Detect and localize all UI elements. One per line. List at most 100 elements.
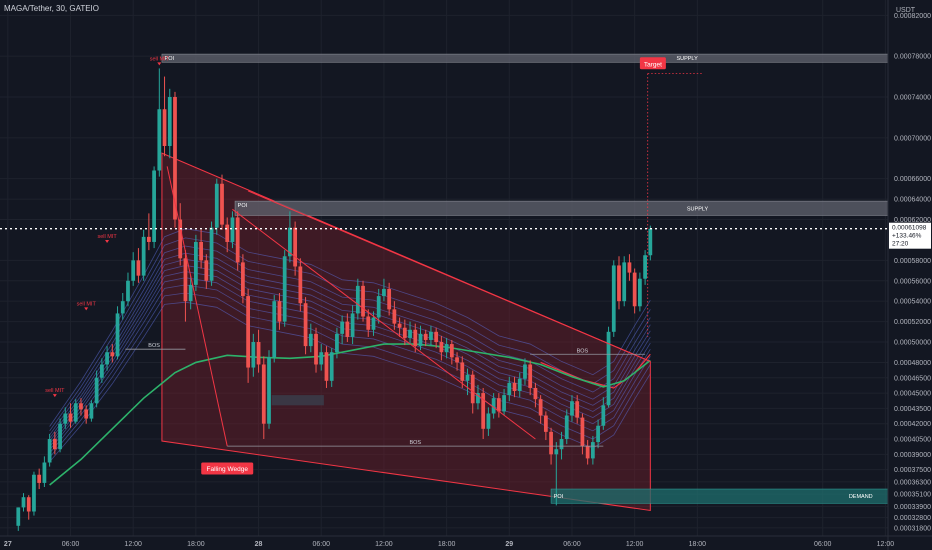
y-tick-label: 0.00082000: [894, 13, 931, 20]
candle-body: [564, 415, 569, 440]
candle-body: [638, 278, 642, 307]
candle-body: [502, 395, 506, 412]
candle-body: [230, 217, 235, 242]
y-tick-label: 0.00074000: [894, 94, 931, 101]
candle-body: [455, 357, 459, 363]
price-axis-bg: [888, 0, 932, 550]
candle-body: [303, 303, 308, 347]
x-tick-label: 06:00: [62, 541, 80, 548]
candle-body: [335, 333, 339, 353]
candle-body: [585, 446, 590, 459]
candle-body: [178, 219, 183, 259]
y-tick-label: 0.00036300: [894, 479, 931, 486]
candle-body: [162, 109, 167, 146]
candle-body: [110, 352, 115, 357]
candle-body: [392, 309, 397, 324]
candle-body: [601, 405, 606, 426]
candle-body: [361, 285, 365, 317]
poi-mid-label: POI: [238, 203, 248, 209]
candle-body: [580, 417, 585, 447]
candle-body: [105, 352, 109, 365]
candle-body: [21, 497, 26, 508]
candle-body: [225, 224, 230, 242]
sell-signal-arrow: [105, 240, 110, 244]
candle-body: [460, 362, 465, 381]
candle-body: [246, 296, 250, 368]
candle-body: [423, 333, 428, 340]
candle-body: [517, 378, 522, 392]
x-tick-label: 29: [505, 541, 513, 548]
ema-ribbon-line: [49, 292, 651, 458]
candle-body: [543, 415, 548, 432]
x-tick-label: 27: [4, 541, 12, 548]
sell-signal-arrow: [157, 62, 162, 66]
pattern-label: Falling Wedge: [207, 466, 249, 473]
candle-body: [429, 331, 433, 340]
x-tick-label: 06:00: [312, 541, 330, 548]
candle-body: [643, 255, 647, 279]
candle-body: [387, 288, 392, 310]
candle-body: [235, 217, 240, 263]
candle-body: [115, 313, 120, 357]
y-tick-label: 0.00037500: [894, 467, 931, 474]
candle-body: [199, 241, 203, 261]
candle-body: [120, 301, 125, 314]
candle-body: [251, 342, 256, 368]
supply-label-top: SUPPLY: [676, 56, 698, 62]
candle-body: [136, 260, 141, 276]
candle-body: [141, 236, 146, 276]
last-price-box: [889, 222, 931, 249]
x-tick-label: 12:00: [877, 541, 895, 548]
candle-body: [449, 344, 454, 358]
candle-body: [491, 398, 496, 414]
sell-signal-label: sell MIT: [150, 56, 170, 62]
candle-body: [324, 352, 329, 381]
candle-body: [528, 364, 533, 388]
supply-label-mid: SUPPLY: [687, 206, 709, 212]
x-tick-label: 12:00: [375, 541, 393, 548]
candle-body: [42, 462, 47, 483]
y-tick-label: 0.00045000: [894, 391, 931, 398]
candle-body: [632, 272, 637, 307]
candle-body: [465, 374, 470, 381]
candle-body: [590, 442, 595, 459]
candle-body: [382, 288, 386, 297]
y-tick-label: 0.00070000: [894, 135, 931, 142]
candle-body: [444, 344, 449, 353]
candle-body: [570, 401, 574, 416]
candle-body: [418, 333, 423, 347]
supply-zone-mid: [234, 200, 889, 216]
candle-body: [194, 241, 198, 285]
candle-body: [413, 329, 418, 347]
ema-ribbon-line: [49, 301, 651, 463]
wedge-line: [232, 208, 536, 440]
candle-body: [298, 266, 303, 304]
sell-signal-arrow: [52, 394, 57, 398]
candle-body: [319, 352, 324, 365]
y-tick-label: 0.00052000: [894, 319, 931, 326]
candle-body: [559, 439, 564, 450]
y-tick-label: 0.00046500: [894, 375, 931, 382]
currency-label: USDT: [896, 7, 916, 14]
candle-body: [173, 96, 177, 220]
candle-body: [350, 313, 355, 337]
y-tick-label: 0.00050000: [894, 340, 931, 347]
candle-body: [52, 439, 57, 450]
overlays-layer: BOS BOS BOS POI SUPPLY POI SUPPLY POI DEMAND Targ…: [0, 56, 888, 500]
ema-ribbon-line: [49, 284, 651, 454]
candle-body: [256, 342, 261, 365]
candle-body: [84, 409, 89, 419]
y-tick-label: 0.00058000: [894, 258, 931, 265]
bos-label: BOS: [577, 348, 589, 354]
x-tick-label: 18:00: [689, 541, 707, 548]
candle-body: [408, 329, 412, 338]
candle-body: [366, 316, 371, 330]
grid: [0, 0, 888, 536]
candle-body: [188, 284, 193, 302]
candle-body: [58, 423, 62, 450]
candle-body: [523, 364, 527, 379]
candle-body: [157, 109, 162, 171]
candle-body: [37, 474, 42, 483]
